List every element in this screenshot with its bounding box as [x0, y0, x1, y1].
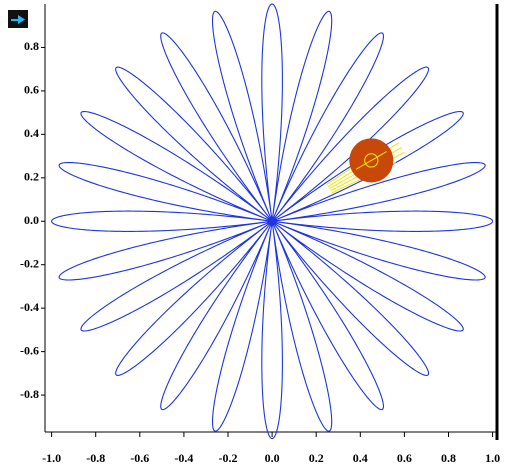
x-tick-label: 0.2	[309, 451, 324, 465]
x-tick-label: 0.6	[397, 451, 412, 465]
x-tick-label: 0.4	[353, 451, 368, 465]
y-tick-label: 0.4	[24, 126, 39, 140]
toolbar-button[interactable]	[8, 10, 28, 28]
rose-curve	[51, 3, 494, 440]
x-tick-label: 0.8	[441, 451, 456, 465]
y-tick-label: 0.8	[24, 39, 39, 53]
y-tick-label: 0.2	[24, 170, 39, 184]
y-tick-label: -0.4	[20, 300, 39, 314]
y-tick-label: 0.6	[24, 83, 39, 97]
y-tick-label: 0.0	[24, 213, 39, 227]
x-tick-label: -0.2	[219, 451, 238, 465]
y-tick-label: -0.2	[20, 256, 39, 270]
x-tick-label: -0.8	[86, 451, 105, 465]
x-tick-label: 0.0	[265, 451, 280, 465]
marker-axis	[355, 151, 387, 170]
x-tick-label: -0.6	[130, 451, 149, 465]
x-tick-label: -1.0	[42, 451, 61, 465]
x-tick-label: 1.0	[485, 451, 500, 465]
marker-inner	[364, 153, 379, 168]
y-tick-label: -0.6	[20, 343, 39, 357]
x-tick-label: -0.4	[174, 451, 193, 465]
y-tick-label: -0.8	[20, 387, 39, 401]
arrow-icon	[11, 15, 25, 24]
